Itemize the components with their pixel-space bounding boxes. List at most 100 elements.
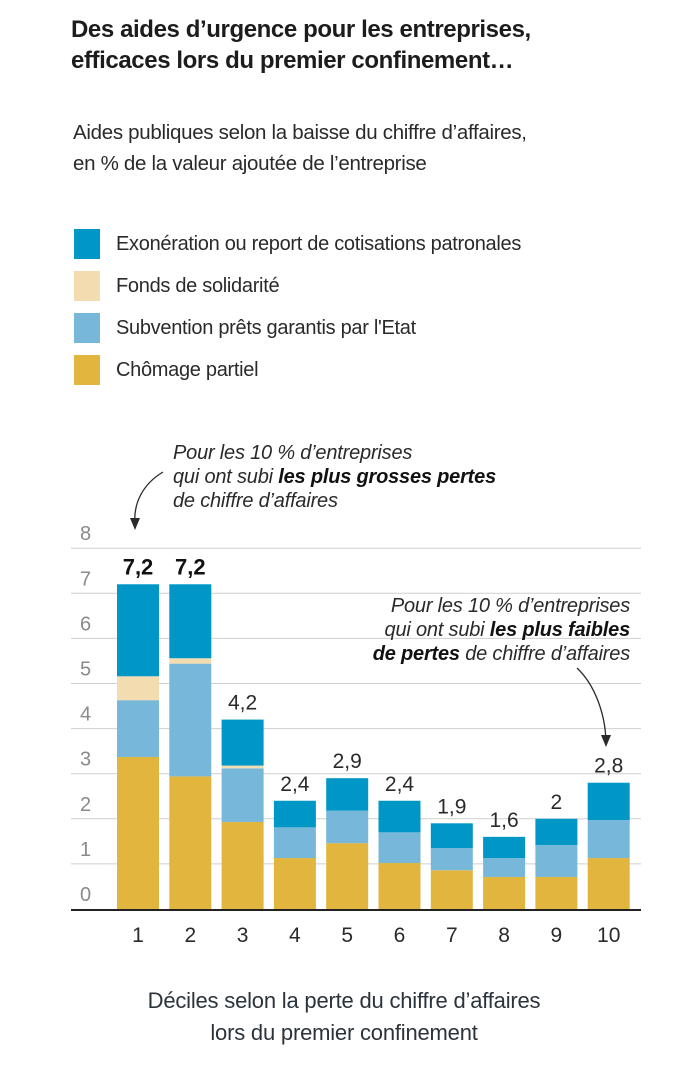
bar-total-label: 4,2: [228, 692, 257, 715]
legend-swatch-fonds: [74, 271, 100, 301]
legend-item-pge: Subvention prêts garantis par l'Etat: [74, 307, 521, 349]
annotation-emphasis: les plus faibles: [489, 619, 630, 641]
bar-segment-exoneration: [117, 584, 159, 677]
bar-segment-exoneration: [483, 836, 526, 859]
annotation-line: qui ont subi les plus grosses pertes: [173, 465, 496, 489]
bar-segment-chomage: [169, 776, 212, 909]
bar-segment-pge: [117, 700, 159, 758]
legend-item-exoneration: Exonération ou report de cotisations pat…: [74, 223, 521, 265]
chart-subtitle: Aides publiques selon la baisse du chiff…: [73, 117, 683, 179]
annotation-line: Pour les 10 % d’entreprises: [173, 442, 413, 464]
chart-title: Des aides d’urgence pour les entreprises…: [71, 14, 671, 76]
x-axis-title-line-1: Déciles selon la perte du chiffre d’affa…: [147, 988, 541, 1013]
legend-item-fonds: Fonds de solidarité: [74, 265, 521, 307]
annotation-line: de chiffre d’affaires: [173, 490, 338, 512]
bars: [117, 584, 630, 909]
y-tick-label: 0: [80, 884, 91, 906]
legend-label: Subvention prêts garantis par l'Etat: [116, 316, 416, 339]
bar-segment-fonds: [169, 658, 212, 664]
bar-stack-decile-3: [221, 719, 264, 909]
bar-segment-chomage: [273, 858, 316, 909]
annotation-text: qui ont subi: [173, 466, 279, 488]
title-line-2: efficaces lors du premier confinement…: [71, 47, 514, 74]
bar-segment-chomage: [378, 862, 421, 909]
bar-total-labels: 7,2 7,2 4,2 2,4 2,9 2,4 1,9 1,6 2 2,8: [123, 554, 624, 832]
annotation-line: de pertes de chiffre d’affaires: [292, 642, 630, 666]
bar-segment-chomage: [326, 843, 369, 909]
bar-segment-chomage: [117, 757, 159, 909]
y-tick-label: 8: [80, 523, 91, 545]
x-tick-label: 8: [498, 924, 510, 947]
y-tick-label: 5: [80, 659, 91, 681]
arrow-right-icon: [576, 667, 607, 742]
annotation-smallest-losses: Pour les 10 % d’entreprises qui ont subi…: [292, 594, 630, 666]
bar-segment-chomage: [221, 821, 264, 909]
bar-stack-decile-2: [169, 584, 212, 909]
bar-segment-pge: [273, 827, 316, 859]
bar-segment-pge: [483, 858, 526, 877]
x-axis-ticks: 1 2 3 4 5 6 7 8 9 10: [132, 924, 620, 947]
bar-stack-decile-9: [535, 818, 578, 909]
legend: Exonération ou report de cotisations pat…: [74, 223, 521, 391]
bar-stack-decile-8: [483, 836, 526, 909]
bar-total-label: 2: [551, 791, 563, 814]
legend-label: Chômage partiel: [116, 358, 259, 381]
bar-segment-chomage: [587, 858, 630, 909]
legend-label: Fonds de solidarité: [116, 274, 280, 297]
bar-segment-pge: [169, 663, 212, 777]
bar-segment-pge: [221, 768, 264, 822]
arrow-right-head-icon: [601, 735, 611, 747]
bar-stack-decile-10: [587, 782, 630, 909]
bar-segment-chomage: [535, 876, 578, 909]
subtitle-line-1: Aides publiques selon la baisse du chiff…: [73, 121, 527, 144]
bar-total-label: 2,9: [333, 750, 362, 773]
bar-total-label: 1,9: [437, 795, 466, 818]
x-tick-label: 3: [237, 924, 249, 947]
bar-total-label: 1,6: [489, 809, 518, 832]
subtitle-line-2: en % de la valeur ajoutée de l’entrepris…: [73, 152, 427, 175]
annotation-line: Pour les 10 % d’entreprises: [390, 595, 630, 617]
bar-stack-decile-4: [273, 800, 316, 909]
legend-swatch-pge: [74, 313, 100, 343]
bar-segment-fonds: [117, 676, 159, 701]
x-tick-label: 5: [341, 924, 353, 947]
y-tick-label: 6: [80, 613, 91, 635]
bar-segment-chomage: [483, 876, 526, 909]
annotation-text: de chiffre d’affaires: [459, 643, 630, 665]
bar-total-label: 2,8: [594, 755, 623, 778]
annotation-emphasis: de pertes: [372, 643, 460, 665]
legend-item-chomage: Chômage partiel: [74, 349, 521, 391]
bar-stack-decile-1: [117, 584, 159, 909]
annotation-line: qui ont subi les plus faibles: [292, 618, 631, 642]
annotation-emphasis: les plus grosses pertes: [278, 466, 496, 488]
x-tick-label: 6: [394, 924, 406, 947]
bar-stack-decile-6: [378, 800, 421, 909]
bar-segment-exoneration: [169, 584, 212, 659]
bar-segment-exoneration: [587, 782, 630, 821]
x-axis-title-line-2: lors du premier confinement: [210, 1020, 478, 1045]
y-axis-ticks: 0 1 2 3 4 5 6 7 8: [80, 523, 91, 906]
bar-stack-decile-5: [326, 778, 369, 909]
x-tick-label: 7: [446, 924, 458, 947]
legend-swatch-chomage: [74, 355, 100, 385]
x-axis-title: Déciles selon la perte du chiffre d’affa…: [0, 985, 688, 1049]
annotation-arrows: [130, 471, 611, 747]
bar-segment-fonds: [221, 765, 264, 769]
bar-stack-decile-7: [430, 823, 473, 909]
annotation-text: qui ont subi: [384, 619, 490, 641]
bar-segment-exoneration: [535, 818, 578, 845]
x-tick-label: 2: [184, 924, 196, 947]
x-tick-label: 10: [597, 924, 620, 947]
bar-total-label: 2,4: [385, 773, 415, 796]
bar-segment-pge: [378, 832, 421, 863]
bar-segment-pge: [326, 810, 369, 844]
y-tick-label: 2: [80, 794, 91, 816]
x-tick-label: 4: [289, 924, 301, 947]
bar-segment-pge: [430, 848, 473, 871]
bar-segment-exoneration: [378, 800, 421, 833]
bar-segment-pge: [587, 820, 630, 859]
annotation-largest-losses: Pour les 10 % d’entreprises qui ont subi…: [173, 441, 496, 513]
arrow-top-icon: [134, 471, 164, 526]
y-tick-label: 4: [80, 704, 91, 726]
